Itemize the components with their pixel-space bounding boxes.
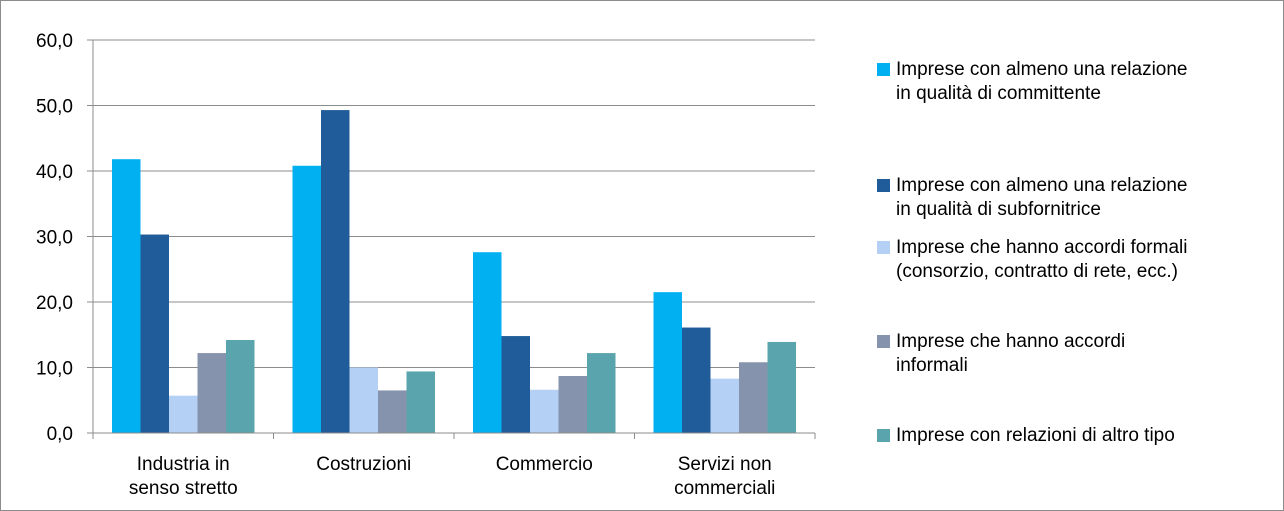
gridlines (93, 39, 815, 368)
bar (473, 252, 502, 433)
bar (710, 378, 739, 433)
legend-item: Imprese con almeno una relazione in qual… (877, 58, 1276, 106)
y-tick-label: 30,0 (36, 228, 73, 249)
legend: Imprese con almeno una relazione in qual… (877, 1, 1277, 510)
legend-label: Imprese con almeno una relazione in qual… (896, 59, 1188, 104)
legend-label: Imprese che hanno accordi informali (896, 331, 1126, 376)
bar (530, 389, 559, 433)
bar (197, 353, 226, 433)
bar (349, 367, 378, 433)
bar (501, 336, 530, 433)
bar (653, 292, 682, 433)
x-axis-labels: Industria in senso stretto Costruzioni Comm… (129, 454, 776, 499)
bar (378, 390, 407, 433)
bar (140, 234, 169, 433)
bar (587, 353, 616, 433)
bar (558, 376, 587, 433)
legend-swatch (877, 179, 890, 192)
axes (92, 40, 816, 439)
x-category-label: Industria in senso stretto (129, 454, 238, 499)
bar (406, 371, 435, 433)
bar (169, 395, 198, 433)
bar (112, 159, 141, 433)
legend-item: Imprese con relazioni di altro tipo (877, 424, 1276, 448)
y-tick-label: 0,0 (47, 424, 73, 445)
bar (226, 339, 255, 433)
y-axis-ticks: 0,0 10,0 20,0 30,0 40,0 50,0 60,0 (36, 31, 93, 445)
y-tick-label: 40,0 (36, 162, 73, 183)
legend-item: Imprese che hanno accordi informali (877, 330, 1276, 378)
legend-swatch (877, 335, 890, 348)
bar-chart: 0,0 10,0 20,0 30,0 40,0 50,0 60,0 Industria in… (36, 31, 816, 499)
legend-swatch (877, 241, 890, 254)
legend-label: Imprese che hanno accordi formali (conso… (896, 237, 1188, 282)
bar (682, 327, 711, 433)
legend-item: Imprese che hanno accordi formali (conso… (877, 236, 1276, 284)
y-tick-label: 50,0 (36, 97, 73, 118)
bar (292, 165, 321, 433)
y-tick-label: 20,0 (36, 293, 73, 314)
y-tick-label: 60,0 (36, 31, 73, 52)
bar (767, 341, 796, 433)
x-category-label: Commercio (496, 454, 593, 475)
legend-label: Imprese con almeno una relazione in qual… (896, 175, 1188, 220)
bar (321, 110, 350, 434)
x-category-label: Servizi non commerciali (674, 454, 775, 499)
legend-item: Imprese con almeno una relazione in qual… (877, 174, 1276, 222)
legend-label: Imprese con relazioni di altro tipo (896, 425, 1175, 446)
legend-swatch (877, 63, 890, 76)
bar (739, 362, 768, 433)
x-category-label: Costruzioni (316, 454, 411, 475)
bars (112, 110, 796, 434)
legend-swatch (877, 429, 890, 442)
y-tick-label: 10,0 (36, 359, 73, 380)
